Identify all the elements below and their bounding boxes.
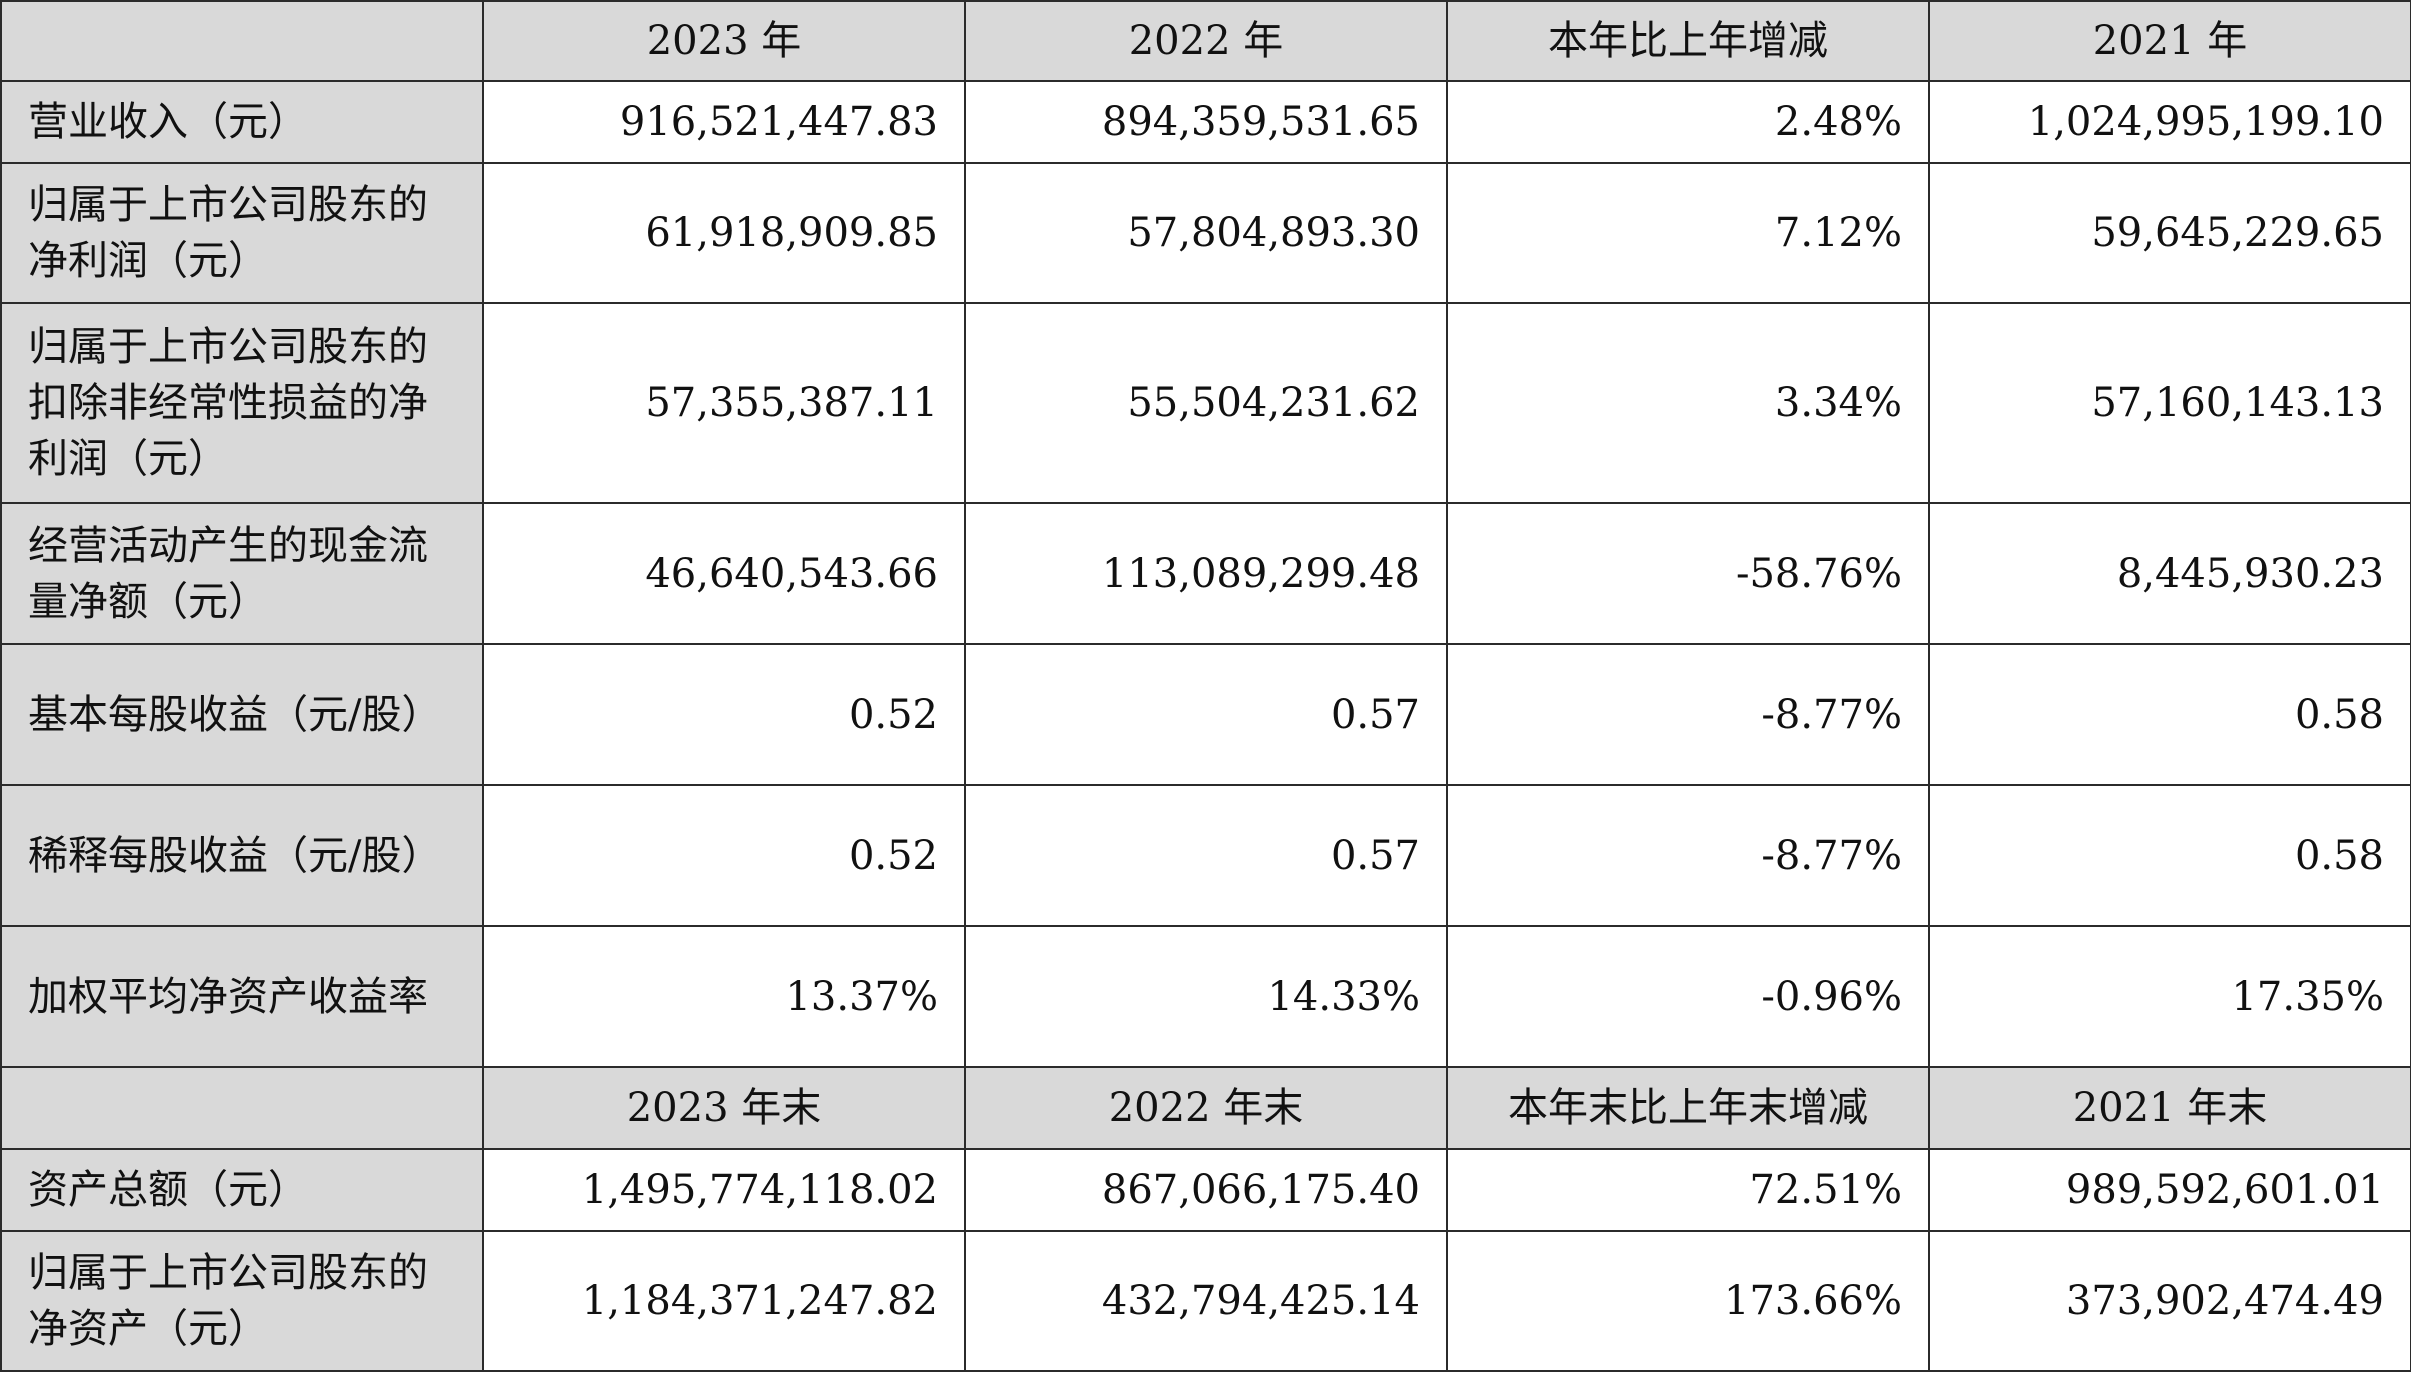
change-cell: 2.48% xyxy=(1446,80,1930,164)
table-row: 稀释每股收益（元/股） 0.52 0.57 -8.77% 0.58 xyxy=(0,784,2411,927)
value-cell: 57,804,893.30 xyxy=(964,162,1448,304)
row-label-diluted-eps: 稀释每股收益（元/股） xyxy=(0,784,484,927)
value-cell: 916,521,447.83 xyxy=(482,80,966,164)
row-label-operating-cash-flow: 经营活动产生的现金流量净额（元） xyxy=(0,502,484,645)
header-2021-end: 2021 年末 xyxy=(1928,1066,2411,1150)
value-cell: 0.58 xyxy=(1928,784,2411,927)
value-cell: 61,918,909.85 xyxy=(482,162,966,304)
table-row: 归属于上市公司股东的扣除非经常性损益的净利润（元） 57,355,387.11 … xyxy=(0,302,2411,504)
value-cell: 1,495,774,118.02 xyxy=(482,1148,966,1232)
value-cell: 55,504,231.62 xyxy=(964,302,1448,504)
table-row: 经营活动产生的现金流量净额（元） 46,640,543.66 113,089,2… xyxy=(0,502,2411,645)
change-cell: 7.12% xyxy=(1446,162,1930,304)
table-row: 归属于上市公司股东的净资产（元） 1,184,371,247.82 432,79… xyxy=(0,1230,2411,1372)
value-cell: 1,184,371,247.82 xyxy=(482,1230,966,1372)
value-cell: 989,592,601.01 xyxy=(1928,1148,2411,1232)
header-2023: 2023 年 xyxy=(482,0,966,82)
value-cell: 867,066,175.40 xyxy=(964,1148,1448,1232)
value-cell: 373,902,474.49 xyxy=(1928,1230,2411,1372)
header-2021: 2021 年 xyxy=(1928,0,2411,82)
value-cell: 0.57 xyxy=(964,784,1448,927)
change-cell: 3.34% xyxy=(1446,302,1930,504)
row-label-net-profit-excl-nonrecurring: 归属于上市公司股东的扣除非经常性损益的净利润（元） xyxy=(0,302,484,504)
row-label-basic-eps: 基本每股收益（元/股） xyxy=(0,643,484,786)
value-cell: 14.33% xyxy=(964,925,1448,1068)
row-label-total-assets: 资产总额（元） xyxy=(0,1148,484,1232)
value-cell: 0.57 xyxy=(964,643,1448,786)
header-corner-cell xyxy=(0,1066,484,1150)
header-year-end-change: 本年末比上年末增减 xyxy=(1446,1066,1930,1150)
change-cell: -0.96% xyxy=(1446,925,1930,1068)
value-cell: 0.58 xyxy=(1928,643,2411,786)
change-cell: -8.77% xyxy=(1446,643,1930,786)
value-cell: 46,640,543.66 xyxy=(482,502,966,645)
header-row-years: 2023 年 2022 年 本年比上年增减 2021 年 xyxy=(0,0,2411,82)
header-2023-end: 2023 年末 xyxy=(482,1066,966,1150)
value-cell: 59,645,229.65 xyxy=(1928,162,2411,304)
header-corner-cell xyxy=(0,0,484,82)
value-cell: 57,160,143.13 xyxy=(1928,302,2411,504)
value-cell: 894,359,531.65 xyxy=(964,80,1448,164)
value-cell: 13.37% xyxy=(482,925,966,1068)
value-cell: 1,024,995,199.10 xyxy=(1928,80,2411,164)
value-cell: 17.35% xyxy=(1928,925,2411,1068)
table-row: 资产总额（元） 1,495,774,118.02 867,066,175.40 … xyxy=(0,1148,2411,1232)
value-cell: 432,794,425.14 xyxy=(964,1230,1448,1372)
row-label-weighted-roe: 加权平均净资产收益率 xyxy=(0,925,484,1068)
change-cell: -58.76% xyxy=(1446,502,1930,645)
change-cell: 72.51% xyxy=(1446,1148,1930,1232)
row-label-net-profit: 归属于上市公司股东的净利润（元） xyxy=(0,162,484,304)
row-label-net-assets: 归属于上市公司股东的净资产（元） xyxy=(0,1230,484,1372)
row-label-revenue: 营业收入（元） xyxy=(0,80,484,164)
value-cell: 8,445,930.23 xyxy=(1928,502,2411,645)
value-cell: 113,089,299.48 xyxy=(964,502,1448,645)
change-cell: -8.77% xyxy=(1446,784,1930,927)
table-row: 加权平均净资产收益率 13.37% 14.33% -0.96% 17.35% xyxy=(0,925,2411,1068)
header-2022: 2022 年 xyxy=(964,0,1448,82)
table-row: 营业收入（元） 916,521,447.83 894,359,531.65 2.… xyxy=(0,80,2411,164)
value-cell: 0.52 xyxy=(482,784,966,927)
header-yoy-change: 本年比上年增减 xyxy=(1446,0,1930,82)
change-cell: 173.66% xyxy=(1446,1230,1930,1372)
value-cell: 0.52 xyxy=(482,643,966,786)
value-cell: 57,355,387.11 xyxy=(482,302,966,504)
table-row: 基本每股收益（元/股） 0.52 0.57 -8.77% 0.58 xyxy=(0,643,2411,786)
table-row: 归属于上市公司股东的净利润（元） 61,918,909.85 57,804,89… xyxy=(0,162,2411,304)
header-2022-end: 2022 年末 xyxy=(964,1066,1448,1150)
header-row-year-end: 2023 年末 2022 年末 本年末比上年末增减 2021 年末 xyxy=(0,1066,2411,1150)
